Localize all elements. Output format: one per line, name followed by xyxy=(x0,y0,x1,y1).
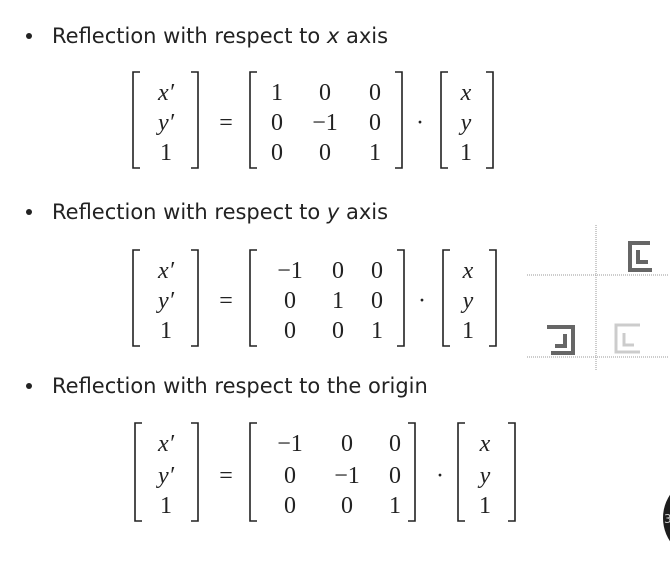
matrix-entry: 0 xyxy=(389,463,401,489)
matrix-entry: 0 xyxy=(271,110,283,136)
lhs-left-bracket xyxy=(132,71,140,169)
rhs-right-bracket xyxy=(508,422,516,522)
matrix-entry: −1 xyxy=(277,258,303,284)
rhs-entry: 1 xyxy=(479,493,491,519)
matrix-entry: 0 xyxy=(371,258,383,284)
matrix-entry: −1 xyxy=(334,463,360,489)
page-number: 3 xyxy=(664,512,670,526)
operator: = xyxy=(219,110,233,136)
heading: Reflection with respect to y axis xyxy=(52,200,388,224)
matrix-entry: 0 xyxy=(389,431,401,457)
lhs-left-bracket xyxy=(134,422,142,522)
operator: = xyxy=(219,463,233,489)
glyph-reflected xyxy=(547,325,575,355)
heading-text: x xyxy=(326,24,340,48)
matrix-entry: 0 xyxy=(371,288,383,314)
glyph-faded xyxy=(614,323,640,354)
matrix-right-bracket xyxy=(408,422,416,522)
matrix-right-bracket xyxy=(397,249,405,347)
lhs-entry: y′ xyxy=(156,463,175,489)
matrix-entry: 1 xyxy=(389,493,401,519)
dot-operator: · xyxy=(436,463,444,489)
rhs-entry: x xyxy=(462,258,474,284)
bullet xyxy=(26,209,32,215)
matrix-entry: 0 xyxy=(319,80,331,106)
matrix-left-bracket xyxy=(249,71,257,169)
heading: Reflection with respect to the origin xyxy=(52,374,428,398)
matrix-entry: 0 xyxy=(332,318,344,344)
heading-text: y xyxy=(326,200,340,224)
matrix-left-bracket xyxy=(249,249,257,347)
rhs-entry: y xyxy=(459,110,472,136)
rhs-left-bracket xyxy=(440,71,448,169)
rhs-right-bracket xyxy=(486,71,494,169)
rhs-left-bracket xyxy=(457,422,465,522)
matrix-entry: 0 xyxy=(284,318,296,344)
lhs-entry: x′ xyxy=(157,258,175,284)
rhs-entry: 1 xyxy=(462,318,474,344)
lhs-entry: 1 xyxy=(160,140,172,166)
lhs-entry: 1 xyxy=(160,318,172,344)
matrix-entry: 1 xyxy=(369,140,381,166)
matrix-entry: 0 xyxy=(369,110,381,136)
rhs-left-bracket xyxy=(442,249,450,347)
heading-text: Reflection with respect to the origin xyxy=(52,374,428,398)
bullet xyxy=(26,383,32,389)
page-badge xyxy=(663,494,670,542)
lhs-entry: 1 xyxy=(160,493,172,519)
matrix-entry: −1 xyxy=(277,431,303,457)
bullet xyxy=(26,33,32,39)
matrix-entry: 1 xyxy=(271,80,283,106)
heading: Reflection with respect to x axis xyxy=(52,24,388,48)
lhs-entry: y′ xyxy=(156,288,175,314)
lhs-entry: x′ xyxy=(157,80,175,106)
lhs-left-bracket xyxy=(132,249,140,347)
matrix-entry: 0 xyxy=(284,463,296,489)
heading-text: axis xyxy=(339,200,388,224)
lhs-right-bracket xyxy=(191,71,199,169)
lhs-right-bracket xyxy=(191,249,199,347)
dot-operator: · xyxy=(416,110,424,136)
matrix-left-bracket xyxy=(249,422,257,522)
matrix-entry: 0 xyxy=(341,493,353,519)
dot-operator: · xyxy=(418,288,426,314)
matrix-entry: 0 xyxy=(332,258,344,284)
rhs-entry: x xyxy=(479,431,491,457)
matrix-entry: 0 xyxy=(341,431,353,457)
glyph-original xyxy=(628,241,652,272)
lhs-entry: x′ xyxy=(157,431,175,457)
matrix-entry: 0 xyxy=(284,288,296,314)
matrix-entry: 0 xyxy=(271,140,283,166)
heading-text: axis xyxy=(339,24,388,48)
lhs-entry: y′ xyxy=(156,110,175,136)
matrix-entry: 0 xyxy=(284,493,296,519)
matrix-entry: −1 xyxy=(312,110,338,136)
heading-text: Reflection with respect to xyxy=(52,200,327,224)
rhs-entry: x xyxy=(460,80,472,106)
reflection-diagram xyxy=(527,225,668,370)
rhs-right-bracket xyxy=(489,249,497,347)
matrix-entry: 0 xyxy=(369,80,381,106)
operator: = xyxy=(219,288,233,314)
rhs-entry: 1 xyxy=(460,140,472,166)
heading-text: Reflection with respect to xyxy=(52,24,327,48)
lhs-right-bracket xyxy=(191,422,199,522)
matrix-entry: 0 xyxy=(319,140,331,166)
matrix-right-bracket xyxy=(395,71,403,169)
rhs-entry: y xyxy=(478,463,491,489)
rhs-entry: y xyxy=(461,288,474,314)
matrix-entry: 1 xyxy=(332,288,344,314)
matrix-entry: 1 xyxy=(371,318,383,344)
